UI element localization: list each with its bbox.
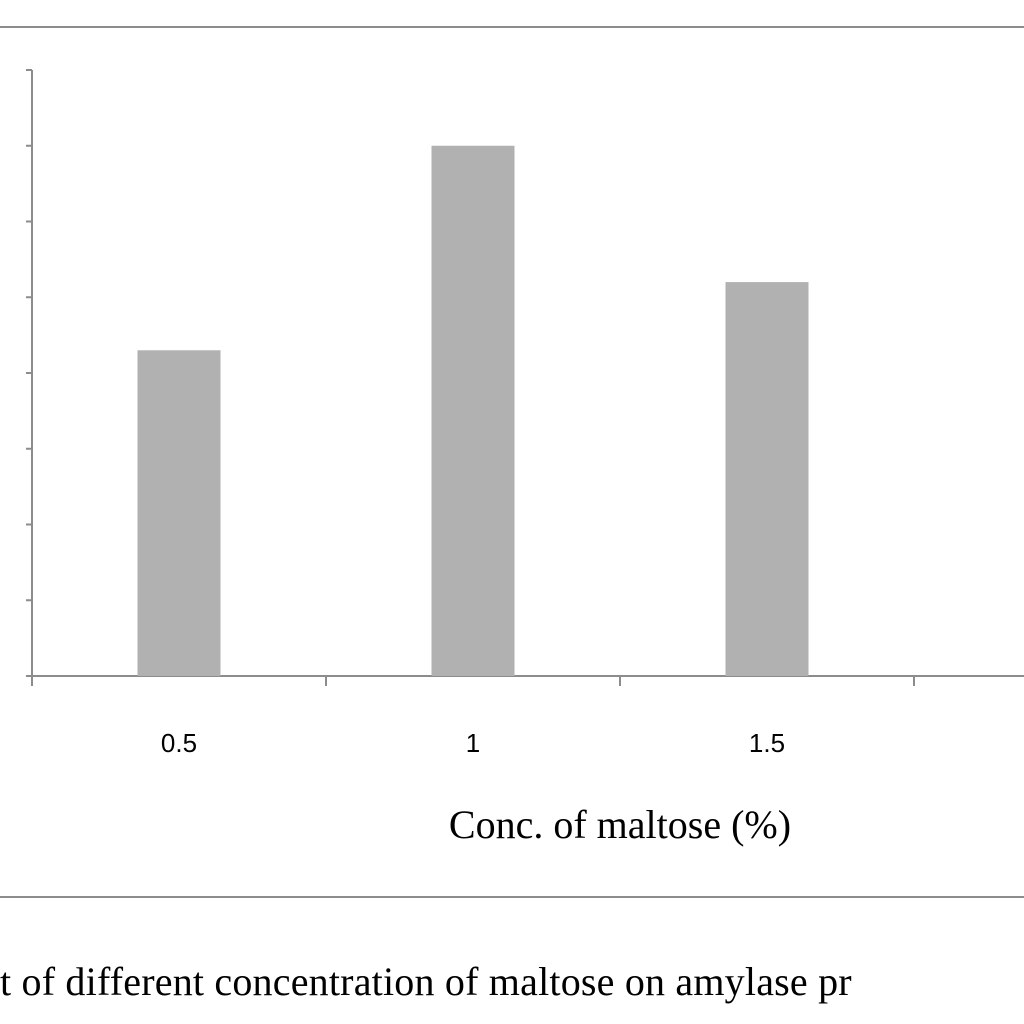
x-tick-labels: 0.511.52 xyxy=(161,728,785,758)
x-tick-label: 0.5 xyxy=(161,728,197,758)
bar-1.5 xyxy=(725,282,809,676)
axes xyxy=(26,69,1024,686)
chart-frame xyxy=(0,26,1024,898)
x-tick-label: 1 xyxy=(466,728,480,758)
bar-1 xyxy=(431,145,515,676)
bars xyxy=(137,145,809,676)
x-axis-title: Conc. of maltose (%) xyxy=(449,802,791,847)
figure-caption: t of different concentration of maltose … xyxy=(0,959,852,1004)
bar-0.5 xyxy=(137,350,221,676)
x-tick-label: 1.5 xyxy=(749,728,785,758)
bar-chart: 0.511.52 Conc. of maltose (%) xyxy=(26,69,1024,847)
